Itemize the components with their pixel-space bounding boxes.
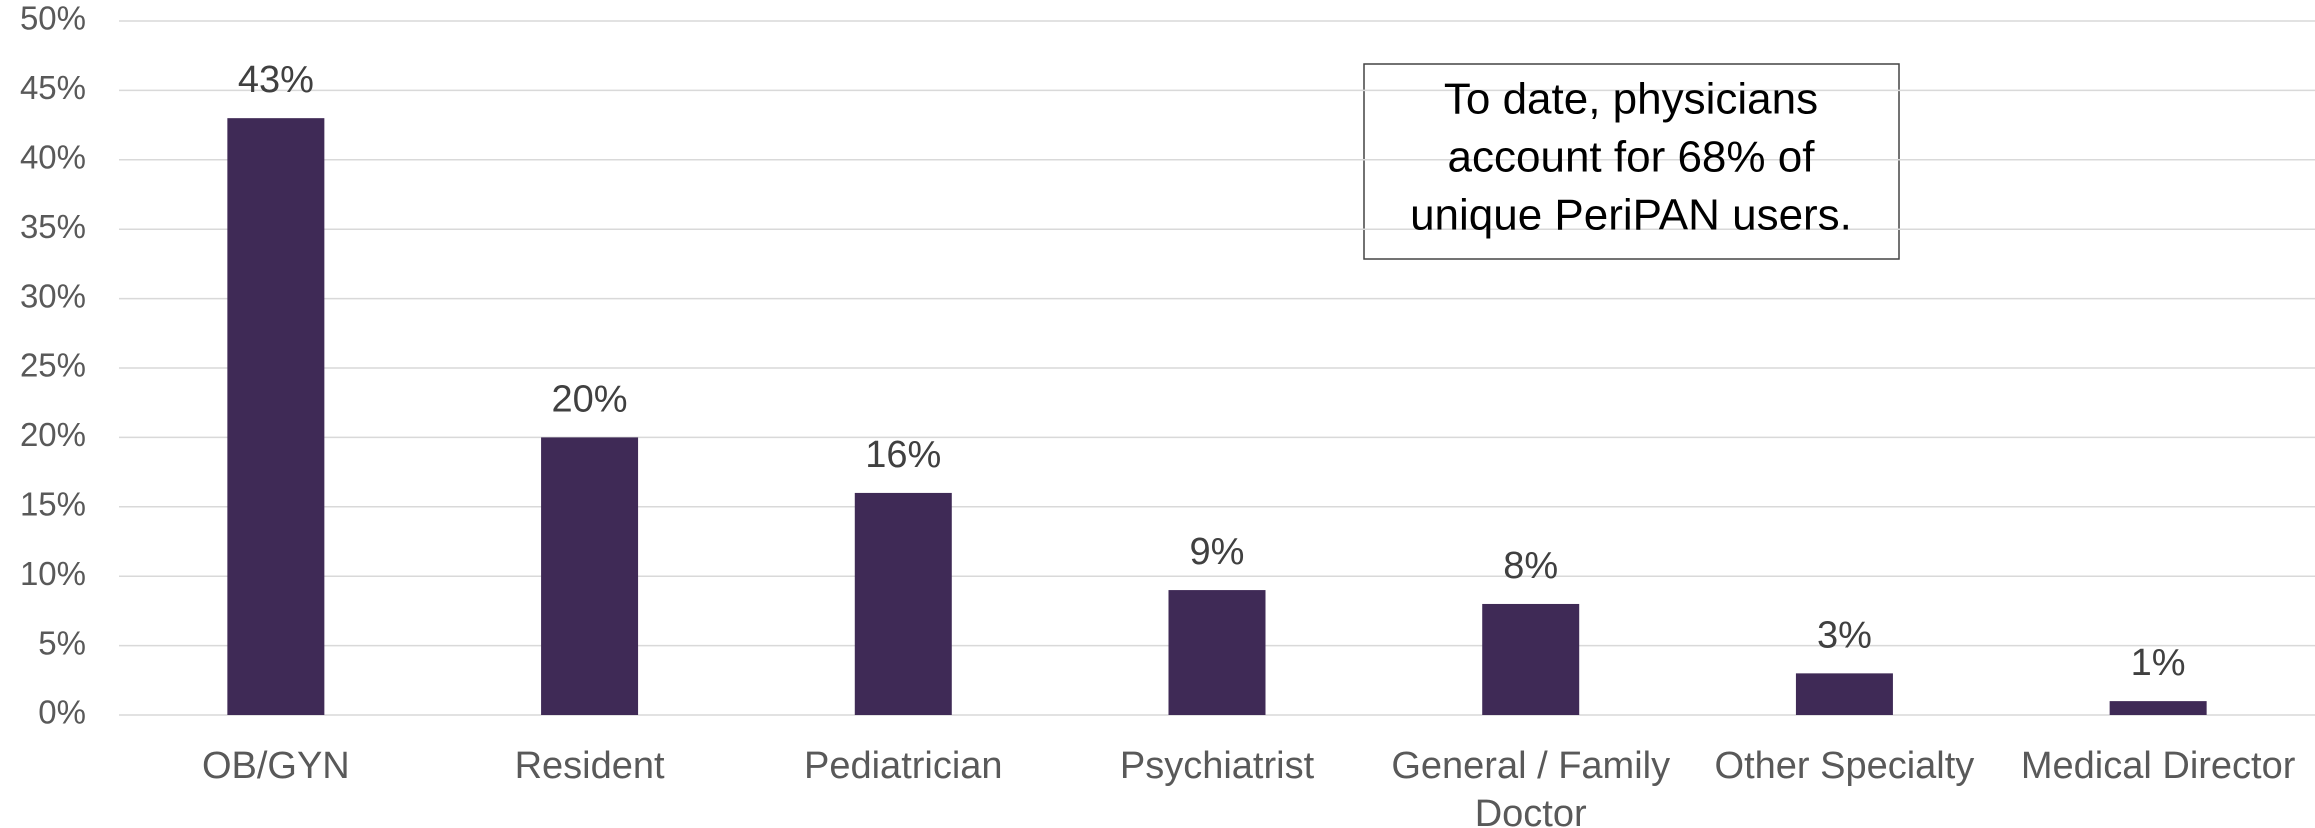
data-label: 8% <box>1503 545 1558 587</box>
annotation-text: To date, physicians <box>1444 75 1818 124</box>
x-tick-label: Resident <box>514 745 665 787</box>
bar <box>227 118 325 715</box>
bar <box>1168 590 1266 715</box>
bar <box>2109 701 2207 715</box>
x-tick-label: Other Specialty <box>1714 745 1975 787</box>
y-tick-label: 40% <box>20 139 86 176</box>
x-tick-label: Medical Director <box>2020 745 2296 787</box>
bar <box>541 437 639 715</box>
y-tick-label: 50% <box>20 0 86 37</box>
y-tick-label: 45% <box>20 69 86 106</box>
y-tick-label: 30% <box>20 277 86 314</box>
y-tick-label: 10% <box>20 555 86 592</box>
x-tick-label: OB/GYN <box>201 745 350 787</box>
y-tick-label: 35% <box>20 208 86 245</box>
data-label: 3% <box>1817 614 1872 656</box>
data-label: 20% <box>552 378 628 420</box>
y-tick-label: 5% <box>38 624 86 661</box>
y-tick-label: 0% <box>38 694 86 731</box>
annotation-text: unique PeriPAN users. <box>1410 191 1852 240</box>
y-tick-label: 15% <box>20 486 86 523</box>
bar <box>854 492 952 715</box>
y-tick-label: 20% <box>20 416 86 453</box>
x-tick-label: Pediatrician <box>804 745 1003 787</box>
data-label: 16% <box>865 434 941 476</box>
data-label: 9% <box>1190 531 1245 573</box>
annotation-box <box>1363 63 1900 260</box>
annotation-text: account for 68% of <box>1448 133 1816 182</box>
x-tick-label: General / Family Doctor <box>1391 745 1671 828</box>
data-label: 1% <box>2131 642 2186 684</box>
y-tick-label: 25% <box>20 347 86 384</box>
x-tick-label: Psychiatrist <box>1119 745 1315 787</box>
bar <box>1482 603 1580 715</box>
bar <box>1795 673 1893 715</box>
data-label: 43% <box>238 59 314 101</box>
